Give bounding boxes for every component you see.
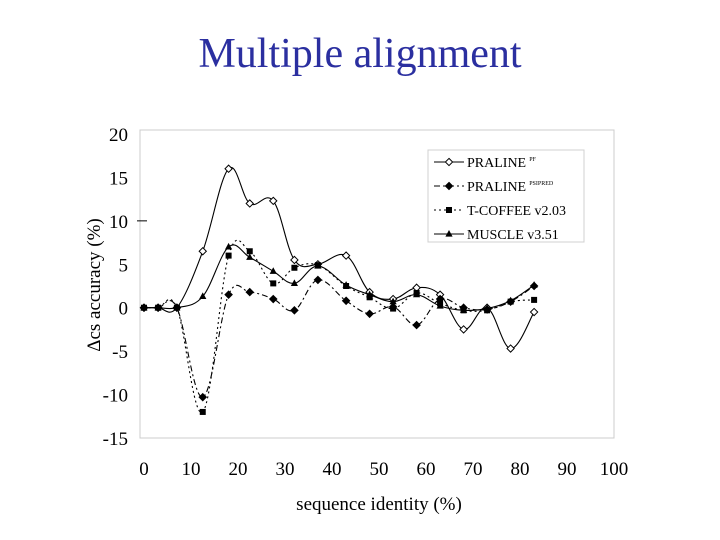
data-point — [290, 279, 298, 286]
data-point — [531, 296, 538, 303]
legend-superscript: PSIPRED — [529, 181, 554, 187]
data-point — [436, 301, 444, 309]
data-point — [268, 294, 278, 304]
data-point — [225, 242, 233, 250]
data-point — [268, 196, 278, 206]
data-point — [389, 297, 397, 305]
data-point — [412, 320, 421, 330]
y-tick-label: 10 — [109, 212, 128, 233]
x-axis-label: sequence identity (%) — [296, 494, 462, 515]
x-tick-label: 40 — [323, 459, 342, 480]
data-point — [154, 303, 162, 311]
x-tick-label: 100 — [600, 459, 629, 480]
data-point — [460, 306, 468, 313]
data-point — [224, 164, 233, 174]
data-point — [446, 207, 452, 213]
y-axis-label: Δcs accuracy (%) — [84, 218, 105, 352]
data-point — [290, 306, 299, 315]
data-point — [366, 290, 374, 298]
legend-superscript: PF — [529, 157, 536, 163]
x-tick-label: 60 — [417, 459, 436, 480]
y-tick-label: -5 — [112, 342, 128, 363]
data-point — [246, 248, 253, 255]
data-point — [459, 325, 468, 334]
series-4 — [140, 242, 538, 313]
legend-item: MUSCLE v3.51 — [434, 228, 559, 243]
x-tick-label: 10 — [182, 459, 201, 480]
legend-item: PRALINE PSIPRED — [434, 180, 554, 195]
data-point — [270, 280, 277, 287]
data-point — [246, 253, 254, 260]
data-point — [507, 296, 515, 304]
data-point — [365, 309, 374, 319]
x-tick-label: 80 — [511, 459, 530, 480]
x-tick-label: 20 — [229, 459, 248, 480]
y-tick-label: -10 — [103, 386, 128, 407]
data-point — [245, 287, 255, 297]
data-point — [413, 290, 421, 298]
data-point — [199, 408, 206, 415]
data-point — [341, 296, 351, 306]
legend-label: MUSCLE v3.51 — [467, 228, 559, 243]
data-point — [291, 264, 298, 271]
y-tick-label: 20 — [109, 125, 128, 146]
data-point — [140, 303, 148, 311]
y-tick-label: 15 — [109, 168, 128, 189]
x-tick-label: 70 — [464, 459, 483, 480]
data-point — [198, 246, 208, 256]
legend-label: PRALINE — [467, 180, 526, 195]
data-point — [341, 251, 351, 260]
legend-item: PRALINE PF — [434, 156, 537, 171]
data-point — [444, 181, 454, 191]
data-point — [198, 392, 208, 402]
y-tick-label: 0 — [119, 299, 129, 320]
x-tick-label: 30 — [276, 459, 295, 480]
data-point — [173, 303, 181, 311]
x-tick-label: 90 — [558, 459, 577, 480]
x-tick-label: 0 — [139, 459, 149, 480]
data-point — [390, 305, 397, 312]
legend-item: T-COFFEE v2.03 — [434, 204, 566, 219]
data-point — [366, 294, 373, 301]
data-point — [483, 304, 491, 312]
data-point — [530, 281, 538, 288]
data-point — [269, 267, 277, 274]
y-tick-label: 5 — [119, 255, 129, 276]
legend-label: T-COFFEE v2.03 — [467, 204, 566, 219]
data-point — [314, 262, 322, 269]
legend-label: PRALINE — [467, 156, 526, 171]
data-point — [313, 275, 323, 285]
data-point — [444, 157, 454, 167]
data-point — [445, 230, 453, 237]
data-point — [245, 199, 255, 208]
x-tick-label: 50 — [370, 459, 389, 480]
data-point — [224, 290, 233, 299]
data-point — [342, 281, 350, 288]
data-point — [506, 344, 515, 353]
data-point — [290, 255, 299, 265]
legend-box — [427, 149, 585, 243]
data-point — [529, 307, 539, 317]
data-point — [225, 252, 232, 259]
data-point — [199, 292, 207, 300]
slide-title: Multiple alignment — [198, 31, 522, 77]
y-tick-label: -15 — [103, 429, 128, 450]
